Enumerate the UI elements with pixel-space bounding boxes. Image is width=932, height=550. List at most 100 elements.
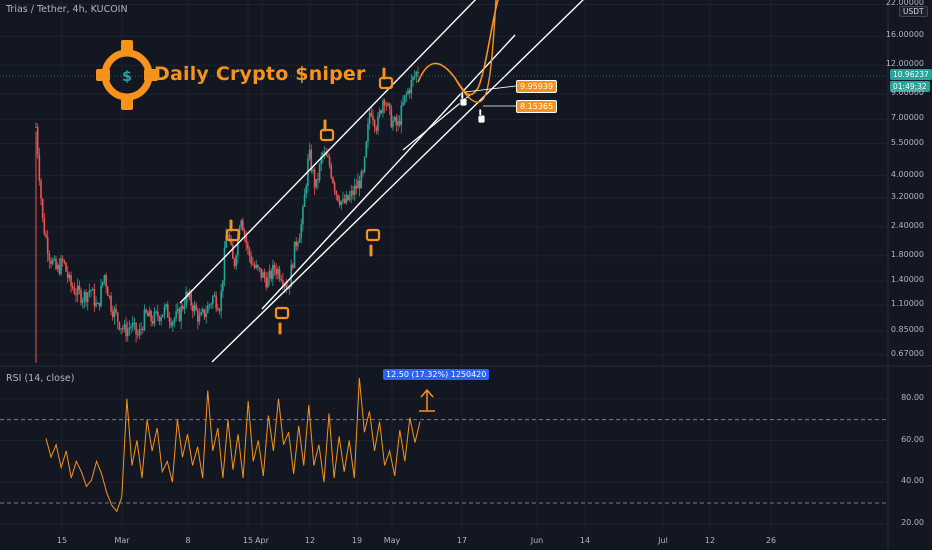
channel-upper-line <box>179 0 477 304</box>
candle-body <box>230 239 232 245</box>
time-tick-label: 15 <box>242 536 254 545</box>
candle-body <box>90 290 92 292</box>
candle-body <box>397 120 399 126</box>
candle-body <box>305 186 308 195</box>
candle-body <box>245 234 247 244</box>
currency-badge[interactable]: USDT <box>899 6 928 17</box>
candle-body <box>337 194 339 201</box>
hand-pointer-icon <box>319 119 335 142</box>
candle-body <box>400 105 403 126</box>
candle-body <box>80 289 82 303</box>
candle-body <box>71 285 74 289</box>
hand-pointer-icon <box>225 219 241 242</box>
candle-body <box>360 171 363 189</box>
candle-body <box>318 164 321 181</box>
time-tick-label: 12 <box>704 536 716 545</box>
candle-body <box>145 309 147 313</box>
price-tick-label: 9.00000 <box>890 88 924 98</box>
candle-body <box>170 321 172 326</box>
price-tick-label: 16.00000 <box>885 30 924 40</box>
candle-body <box>278 269 281 279</box>
candle-body <box>395 117 398 126</box>
target-label-upper[interactable]: 9.95939 <box>516 80 558 93</box>
candle-body <box>185 291 187 307</box>
hand-pointer-icon <box>365 228 381 257</box>
candle-body <box>408 90 411 94</box>
candle-body <box>410 80 413 94</box>
candle-body <box>362 171 364 173</box>
candle-body <box>402 102 404 106</box>
candle-body <box>55 258 57 269</box>
candle-body <box>218 310 221 312</box>
candle-body <box>220 291 222 312</box>
candle-body <box>262 272 264 278</box>
candle-body <box>95 303 97 307</box>
rsi-measure-label[interactable]: 12.50 (17.32%) 1250420 <box>383 369 490 380</box>
candle-body <box>257 264 259 268</box>
time-tick-label: 12 <box>304 536 316 545</box>
candle-body <box>403 95 406 103</box>
price-tick-label: 0.85000 <box>890 325 924 335</box>
hand-pointer-icon <box>378 67 394 90</box>
projection-path-upper <box>417 0 499 96</box>
candle-body <box>415 71 418 77</box>
candle-body <box>350 190 353 196</box>
candle-body <box>302 206 304 225</box>
rsi-tick-label: 20.00 <box>901 517 924 527</box>
target-label-lower[interactable]: 8.15365 <box>516 100 558 113</box>
rsi-series-line <box>45 377 421 513</box>
candle-body <box>43 218 46 235</box>
candle-body <box>260 268 262 278</box>
candle-body <box>217 308 219 311</box>
candle-body <box>320 156 323 165</box>
candle-body <box>136 334 139 336</box>
candle-body <box>377 116 379 131</box>
candle-body <box>66 271 69 278</box>
candle-body <box>417 71 419 73</box>
current-price-tag: 10.96237 <box>890 69 932 80</box>
candle-body <box>126 328 129 337</box>
cursor-hand-icon <box>459 91 468 107</box>
candle-body <box>232 244 234 259</box>
candle-body <box>375 127 378 131</box>
candle-body <box>155 311 157 313</box>
candle-body <box>247 243 249 249</box>
candle-body <box>208 304 211 306</box>
candle-body <box>333 182 336 191</box>
candle-body <box>258 267 261 269</box>
candle-body <box>128 327 131 329</box>
candle-body <box>212 296 214 304</box>
price-tick-label: 2.40000 <box>890 220 924 230</box>
candle-body <box>118 321 121 330</box>
candle-body <box>387 103 389 106</box>
candle-body <box>380 110 383 113</box>
time-tick-label: May <box>383 536 401 545</box>
candle-body <box>63 260 66 263</box>
candle-body <box>46 237 49 254</box>
logo-crosshair: $ <box>96 40 158 110</box>
time-tick-label: Jun <box>530 536 544 545</box>
candle-body <box>105 275 107 287</box>
candle-body <box>48 253 51 261</box>
candle-body <box>195 304 197 311</box>
candle-body <box>111 311 114 318</box>
candle-body <box>290 264 293 288</box>
candle-body <box>250 256 252 264</box>
projection-drawing <box>417 0 517 107</box>
candle-body <box>40 180 42 199</box>
candle-body <box>368 112 371 125</box>
time-tick-label: Jul <box>658 536 668 545</box>
logo-dollar-symbol: $ <box>122 69 132 85</box>
candle-body <box>317 179 319 181</box>
candle-body <box>58 264 61 274</box>
price-tick-label: 1.10000 <box>890 299 924 309</box>
candle-body <box>300 224 303 238</box>
candle-body <box>340 201 343 205</box>
candle-body <box>345 194 348 203</box>
candle-body <box>393 117 396 121</box>
candle-body <box>263 272 266 278</box>
candle-body <box>53 258 56 260</box>
candle-body <box>45 234 47 238</box>
candle-body <box>235 255 237 267</box>
